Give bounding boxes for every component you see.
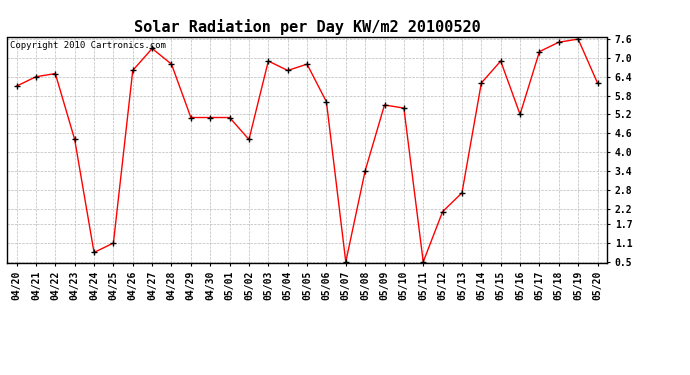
- Text: Copyright 2010 Cartronics.com: Copyright 2010 Cartronics.com: [10, 41, 166, 50]
- Title: Solar Radiation per Day KW/m2 20100520: Solar Radiation per Day KW/m2 20100520: [134, 19, 480, 35]
